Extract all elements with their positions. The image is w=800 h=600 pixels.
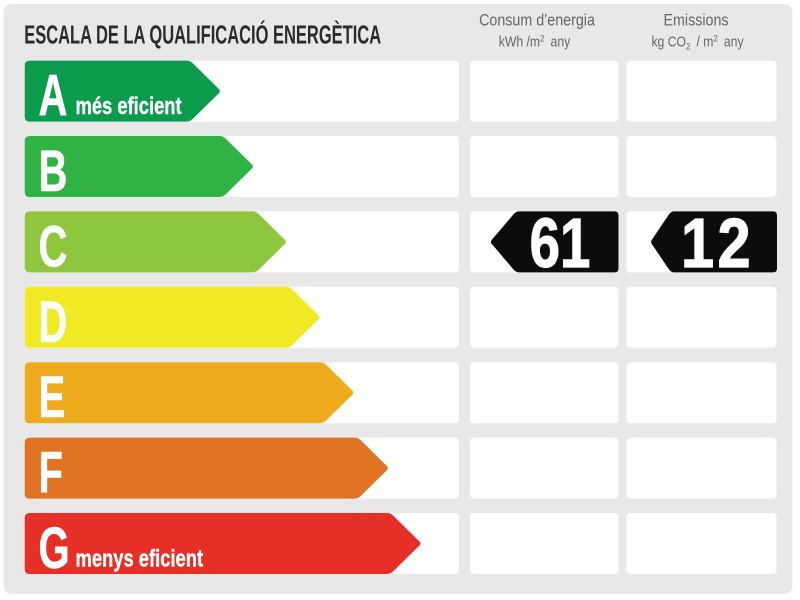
svg-text:ESCALA DE LA QUALIFICACIÓ ENER: ESCALA DE LA QUALIFICACIÓ ENERGÈTICA: [24, 20, 381, 50]
svg-text:12: 12: [681, 203, 754, 282]
svg-text:menys eficient: menys eficient: [76, 544, 204, 572]
svg-text:Consum d’energia: Consum d’energia: [479, 11, 595, 29]
svg-text:C: C: [39, 214, 68, 279]
svg-text:kg CO2 / m2 any: kg CO2 / m2 any: [651, 33, 743, 52]
svg-text:més eficient: més eficient: [76, 91, 182, 119]
svg-text:D: D: [39, 289, 68, 354]
svg-text:kWh /m2 any: kWh /m2 any: [499, 33, 571, 50]
svg-text:G: G: [39, 516, 70, 581]
svg-text:61: 61: [530, 205, 591, 283]
svg-text:E: E: [39, 365, 66, 430]
svg-text:A: A: [39, 63, 68, 128]
svg-text:B: B: [39, 139, 68, 204]
svg-text:F: F: [39, 440, 63, 505]
svg-text:Emissions: Emissions: [663, 11, 728, 29]
